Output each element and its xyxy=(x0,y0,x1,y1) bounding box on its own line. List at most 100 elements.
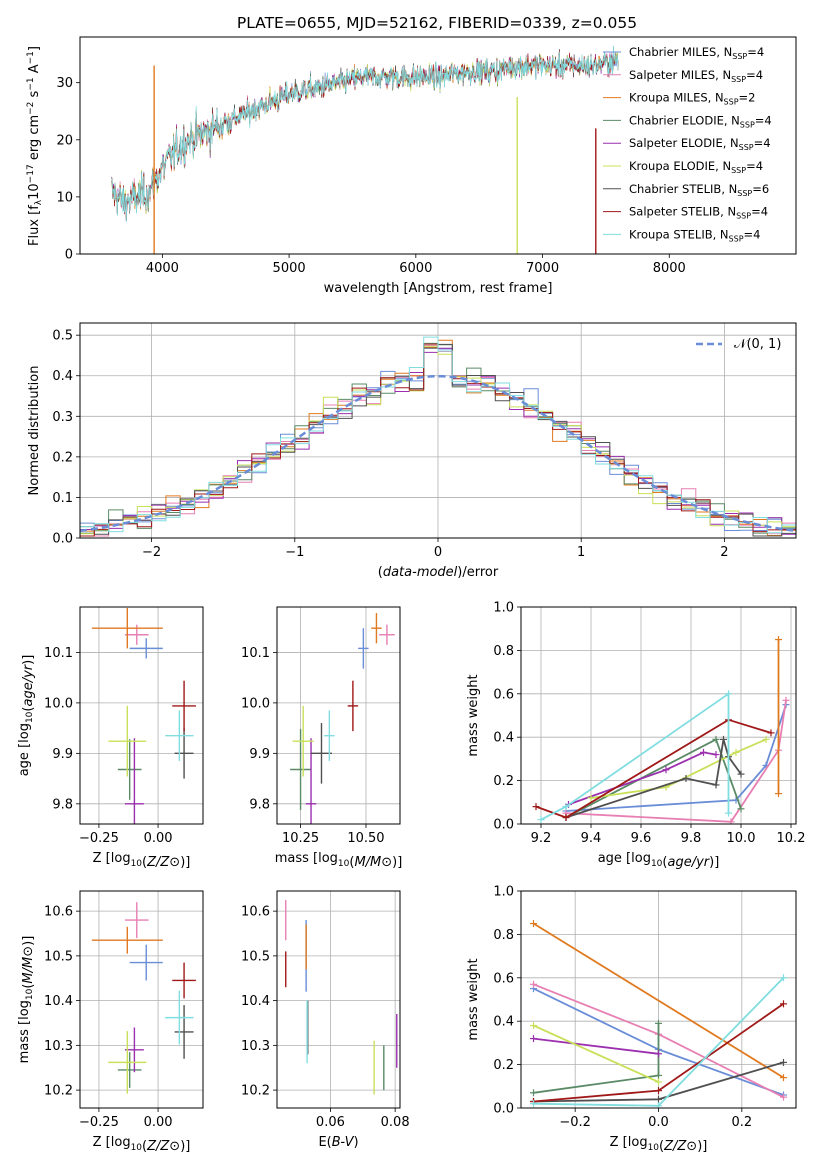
legend-entry: Salpeter STELIB, NSSP=4 xyxy=(629,205,768,221)
series-line xyxy=(590,738,767,799)
label-part: E xyxy=(318,1135,326,1150)
series-line xyxy=(533,1037,659,1055)
label-part: log xyxy=(631,851,651,866)
legend-sub: SSP xyxy=(729,234,744,243)
legend-sub: SSP xyxy=(740,120,755,129)
x-tick-label: 0.08 xyxy=(381,1115,410,1130)
y-tick-label: 10.1 xyxy=(44,646,73,661)
x-tick-label: 0.06 xyxy=(316,1115,345,1130)
legend-entry: Salpeter MILES, NSSP=4 xyxy=(629,68,763,84)
x-tick-label: 8000 xyxy=(653,261,686,276)
label-part: ] xyxy=(185,855,190,870)
legend-label: Salpeter STELIB, N xyxy=(629,205,736,219)
y-tick-label: 0.0 xyxy=(52,532,73,547)
legend-label: Chabrier MILES, N xyxy=(629,45,732,59)
x-axis-label: Z [log10(Z/Z⊙)] xyxy=(610,1135,708,1154)
legend-entry: Kroupa STELIB, NSSP=4 xyxy=(629,227,760,243)
y-tick-label: 10.4 xyxy=(241,994,270,1009)
label-part: 10 xyxy=(338,859,350,869)
y-tick-label: 10.2 xyxy=(241,1084,270,1099)
y-tick-label: 0.0 xyxy=(493,1102,514,1117)
normal-curve xyxy=(80,374,796,533)
axes-frame xyxy=(276,606,401,825)
plot-area xyxy=(80,336,796,537)
label-part: ) xyxy=(697,1139,702,1154)
label-part: ] xyxy=(27,46,42,51)
legend-entry: Kroupa ELODIE, NSSP=4 xyxy=(629,159,763,175)
legend-entry: Chabrier STELIB, NSSP=6 xyxy=(629,182,769,198)
figure-title: PLATE=0655, MJD=52162, FIBERID=0339, z=0… xyxy=(237,14,637,32)
label-part: −2 xyxy=(26,102,36,115)
y-tick-label: 10.0 xyxy=(241,696,270,711)
y-tick-label: 9.9 xyxy=(52,747,73,762)
label-part: log xyxy=(17,723,32,743)
series-line xyxy=(535,718,772,819)
legend-sub: SSP xyxy=(736,212,751,221)
y-tick-label: 9.8 xyxy=(52,797,73,812)
y-tick-label: 10.1 xyxy=(241,646,270,661)
y-tick-label: 1.0 xyxy=(493,885,514,900)
x-axis-label: wavelength [Angstrom, rest frame] xyxy=(324,281,553,296)
legend-value: =4 xyxy=(751,205,768,219)
x-tick-label: 9.2 xyxy=(531,831,552,846)
label-part: ) xyxy=(180,1139,185,1154)
chart-mass_vs_ebv: 0.06 0.08 10.2 10.3 10.4 10.5 10.6 E(B-V) xyxy=(241,890,410,1150)
y-tick-label: 10.3 xyxy=(241,1039,270,1054)
y-tick-label: 10.3 xyxy=(44,1039,73,1054)
chart-age_vs_Z: −0.25 0.009.89.910.010.1Z [log10(Z/Z⊙)]ag… xyxy=(17,606,204,870)
label-part: ( xyxy=(378,565,383,580)
x-tick-label: −0.25 xyxy=(79,831,119,846)
axes-frame xyxy=(79,890,204,1109)
label-part: 10 xyxy=(648,1143,660,1153)
normal-legend-label: 𝒩(0, 1) xyxy=(734,337,781,352)
y-tick-label: 0.6 xyxy=(493,971,514,986)
label-part: −1 xyxy=(26,51,36,64)
label-part: ] xyxy=(185,1139,190,1154)
legend-value: =4 xyxy=(746,159,763,173)
label-part: Flux [f xyxy=(27,205,42,246)
x-tick-label: 9.4 xyxy=(581,831,602,846)
label-part: ( xyxy=(142,855,147,870)
y-axis-label: Flux [fλ10−17 erg cm−2 s−1 A−1] xyxy=(26,46,44,246)
label-part: age/yr xyxy=(667,855,710,870)
legend-sub: SSP xyxy=(732,52,747,61)
y-tick-label: 10.5 xyxy=(241,949,270,964)
x-tick-label: 2 xyxy=(720,545,728,560)
label-part: log xyxy=(111,1135,131,1150)
label-part: M/M⊙ xyxy=(21,946,36,984)
y-tick-label: 1.0 xyxy=(493,601,514,616)
label-part: log xyxy=(318,851,338,866)
legend-value: =4 xyxy=(744,227,761,241)
label-part: ( xyxy=(21,984,36,989)
label-part: ( xyxy=(349,855,354,870)
legend-value: =4 xyxy=(754,136,771,150)
plot-area xyxy=(91,902,196,1094)
x-tick-label: 1 xyxy=(577,545,585,560)
legend-sub: SSP xyxy=(737,189,752,198)
label-part: wavelength [Angstrom, rest frame] xyxy=(324,281,553,296)
label-part: 10 xyxy=(25,711,35,723)
label-part: 10 xyxy=(651,859,663,869)
x-tick-label: 6000 xyxy=(399,261,432,276)
y-tick-label: 10.6 xyxy=(44,905,73,920)
x-tick-label: 10.2 xyxy=(777,831,806,846)
x-tick-label: 10.25 xyxy=(282,831,319,846)
chart-residuals: −2 −1 0 1 2 0.0 0.1 0.2 0.3 0.4 0.5 (data-model)/er… xyxy=(27,322,797,580)
x-axis-label: E(B-V) xyxy=(318,1135,358,1150)
legend-value: =6 xyxy=(752,182,769,196)
y-tick-label: 0.8 xyxy=(493,928,514,943)
x-tick-label: 0.00 xyxy=(144,1115,173,1130)
series-line xyxy=(565,739,742,819)
plot-area xyxy=(91,608,196,824)
chart-mass_weight_vs_Z: −0.2 0.0 0.2 0.0 0.2 0.4 0.6 0.8 1.0 Z [log10(Z/Z… xyxy=(466,885,797,1154)
label-part: A xyxy=(27,64,42,77)
legend-entry: Salpeter ELODIE, NSSP=4 xyxy=(629,136,771,152)
legend-label: Kroupa ELODIE, N xyxy=(629,159,731,173)
y-axis-label: age [log10(age/yr)] xyxy=(17,655,36,777)
plot-area xyxy=(285,899,398,1095)
legend-entry: Chabrier ELODIE, NSSP=4 xyxy=(629,113,772,129)
y-tick-label: 20 xyxy=(56,133,73,148)
x-tick-label: −1 xyxy=(285,545,304,560)
